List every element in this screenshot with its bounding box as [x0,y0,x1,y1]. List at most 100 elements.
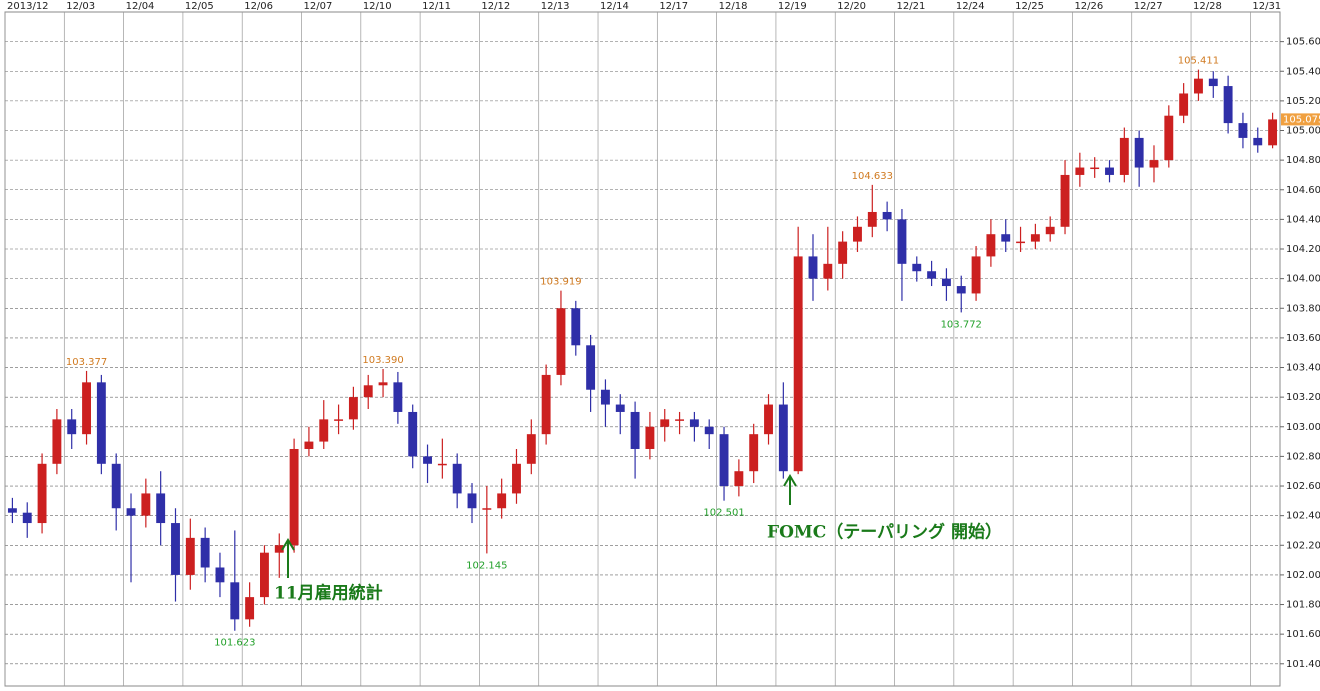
candle-body [200,537,210,568]
x-tick-label: 12/21 [897,1,926,12]
candle-body [1179,93,1189,116]
y-tick-label: 102.400 [1286,511,1320,522]
y-tick-label: 104.200 [1286,244,1320,255]
x-tick-label: 12/10 [363,1,392,12]
candle-body [378,382,388,386]
low-label: 101.623 [214,638,255,649]
x-tick-label: 2013/12 [7,1,49,12]
candle-body [423,456,432,464]
candle-body [126,508,136,516]
candle-body [185,537,195,575]
candle-body [778,404,788,472]
candle-body [452,463,462,494]
candle-body [260,552,269,598]
x-tick-label: 12/04 [126,1,155,12]
candle-body [734,471,744,487]
event-label: FOMC（テーパリング 開始） [767,522,1002,543]
candle-body [645,426,655,449]
candle-body [171,523,180,575]
candle-body [586,345,596,390]
y-tick-label: 103.000 [1286,422,1320,433]
y-tick-label: 101.600 [1286,629,1320,640]
candle-body [1149,160,1159,168]
x-tick-label: 12/25 [1015,1,1044,12]
y-tick-label: 102.000 [1286,570,1320,581]
y-tick-label: 104.800 [1286,155,1320,166]
candle-body [1075,167,1085,175]
candle-body [1030,234,1040,242]
y-tick-label: 105.200 [1286,96,1320,107]
candle-body [912,263,922,272]
last-price-label: 105.075 [1283,114,1320,125]
candle-body [334,419,344,421]
high-label: 104.633 [852,171,893,182]
candle-body [141,493,151,516]
candle-body [7,508,17,513]
low-label: 102.501 [703,508,744,519]
candle-body [1119,137,1129,175]
candle-body [882,211,892,220]
x-tick-label: 12/14 [600,1,629,12]
high-label: 103.919 [540,277,581,288]
y-tick-label: 103.400 [1286,363,1320,374]
candle-body [274,545,284,553]
candle-body [838,241,848,264]
candle-body [541,374,551,435]
high-label: 103.377 [66,357,107,368]
x-tick-label: 12/18 [719,1,748,12]
candle-body [1208,78,1218,87]
candle-body [82,382,91,435]
candle-body [719,434,729,487]
y-tick-label: 102.800 [1286,451,1320,462]
y-tick-label: 102.600 [1286,481,1320,492]
y-tick-label: 103.600 [1286,333,1320,344]
y-tick-label: 103.800 [1286,303,1320,314]
candle-body [897,219,907,264]
candle-body [512,463,521,494]
low-label: 103.772 [941,319,982,330]
candle-body [971,256,981,294]
x-tick-label: 12/17 [659,1,688,12]
y-tick-label: 105.600 [1286,37,1320,48]
candle-body [393,382,403,412]
candle-body [289,448,299,546]
candle-body [1045,226,1055,235]
candle-body [1223,86,1233,124]
y-tick-label: 103.200 [1286,392,1320,403]
candle-body [1090,167,1100,170]
candle-body [615,404,625,412]
x-tick-label: 12/27 [1134,1,1163,12]
candle-body [467,493,477,509]
y-tick-label: 105.000 [1286,126,1320,137]
candle-body [927,271,937,279]
candle-body [823,263,833,279]
candle-body [304,441,314,449]
x-tick-label: 12/11 [422,1,451,12]
candle-body [1268,119,1278,146]
candle-body [704,426,714,435]
x-tick-label: 12/05 [185,1,214,12]
candle-body [96,382,106,464]
y-tick-label: 104.400 [1286,214,1320,225]
candle-body [1060,174,1070,227]
candle-body [482,508,492,510]
x-tick-label: 12/24 [956,1,985,12]
candle-body [363,385,373,398]
candle-body [556,308,566,375]
candle-body [600,389,610,405]
event-arrow-head [281,538,295,551]
event-label: 11月雇用統計 [274,583,383,604]
candle-body [437,463,447,466]
y-tick-label: 105.400 [1286,66,1320,77]
candle-body [675,419,685,421]
high-label: 103.390 [362,355,403,366]
candle-body [1238,123,1248,138]
y-tick-label: 102.200 [1286,540,1320,551]
x-tick-label: 12/19 [778,1,807,12]
candle-body [111,463,121,509]
candle-body [22,512,32,524]
x-tick-label: 12/26 [1074,1,1103,12]
last-price-box [1281,113,1320,126]
